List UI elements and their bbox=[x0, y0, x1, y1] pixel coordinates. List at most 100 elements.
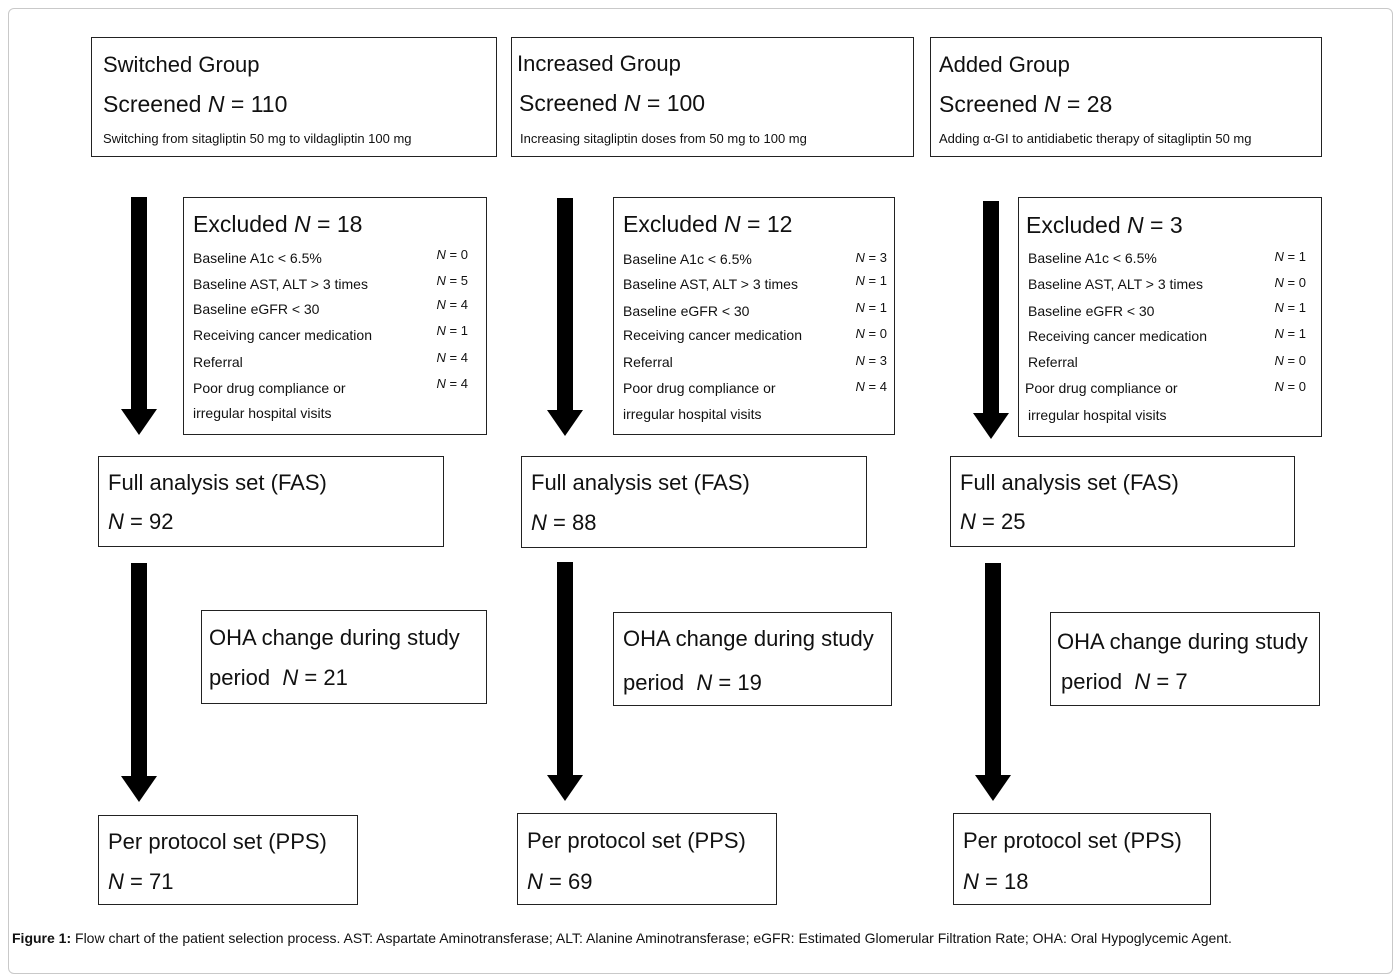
n-symbol: N bbox=[855, 250, 865, 265]
added-oha-box: OHA change during study period N = 7 bbox=[1050, 612, 1320, 706]
n-symbol: N bbox=[207, 91, 225, 117]
switched-fas-count: N = 92 bbox=[108, 509, 173, 535]
oha-value: 21 bbox=[323, 665, 348, 690]
screened-value: 100 bbox=[666, 90, 706, 116]
reason-count: N = 0 bbox=[1246, 379, 1306, 394]
reason-visits: irregular hospital visits bbox=[1028, 407, 1167, 423]
equals-sign: = bbox=[445, 297, 461, 312]
n-symbol: N bbox=[963, 869, 979, 894]
n-symbol: N bbox=[855, 353, 865, 368]
count-value: 0 bbox=[1298, 275, 1306, 290]
fas-label: Full analysis set (FAS) bbox=[531, 470, 750, 495]
increased-group-title: Increased Group bbox=[517, 51, 681, 76]
reason-egfr: Baseline eGFR < 30 bbox=[623, 303, 750, 319]
equals-sign: = bbox=[542, 869, 568, 894]
figure-caption: Figure 1: Flow chart of the patient sele… bbox=[12, 929, 1387, 948]
added-group-title: Added Group bbox=[939, 52, 1070, 77]
reason-visits: irregular hospital visits bbox=[193, 405, 332, 421]
n-symbol: N bbox=[294, 211, 311, 237]
reason-count: N = 1 bbox=[827, 273, 887, 288]
pps-value: 18 bbox=[1003, 869, 1029, 894]
reason-count: N = 1 bbox=[827, 300, 887, 315]
period-label: period bbox=[209, 665, 271, 690]
n-symbol: N bbox=[108, 509, 124, 534]
n-symbol: N bbox=[436, 297, 446, 312]
n-symbol: N bbox=[724, 211, 741, 237]
caption-label: Figure 1: bbox=[12, 930, 72, 946]
n-symbol: N bbox=[696, 670, 713, 695]
excluded-label: Excluded bbox=[623, 211, 718, 237]
added-excluded-count: Excluded N = 3 bbox=[1026, 212, 1183, 239]
switched-screened-box: Switched Group Screened N = 110 Switchin… bbox=[91, 37, 497, 157]
added-fas-box: Full analysis set (FAS) N = 25 bbox=[950, 456, 1295, 547]
oha-value: 7 bbox=[1175, 669, 1188, 694]
reason-ast-alt: Baseline AST, ALT > 3 times bbox=[623, 276, 798, 292]
reason-count: N = 1 bbox=[408, 323, 468, 338]
reason-compliance: Poor drug compliance or bbox=[193, 380, 346, 396]
reason-count: N = 5 bbox=[408, 273, 468, 288]
figure-frame bbox=[8, 8, 1393, 974]
increased-pps-box: Per protocol set (PPS) N = 69 bbox=[517, 813, 777, 905]
reason-cancer: Receiving cancer medication bbox=[1028, 328, 1207, 344]
switched-excluded-count: Excluded N = 18 bbox=[193, 211, 362, 238]
reason-referral: Referral bbox=[193, 354, 243, 370]
added-oha-count: period N = 7 bbox=[1061, 669, 1188, 695]
reason-count: N = 1 bbox=[1246, 249, 1306, 264]
caption-text: Flow chart of the patient selection proc… bbox=[71, 930, 1232, 946]
increased-fas-count: N = 88 bbox=[531, 510, 596, 536]
count-value: 5 bbox=[460, 273, 468, 288]
added-arrow-2-shaft bbox=[985, 563, 1001, 776]
equals-sign: = bbox=[740, 211, 767, 237]
oha-value: 19 bbox=[737, 670, 762, 695]
n-symbol: N bbox=[1274, 353, 1284, 368]
increased-description: Increasing sitagliptin doses from 50 mg … bbox=[520, 131, 807, 146]
excluded-value: 18 bbox=[336, 211, 363, 237]
n-symbol: N bbox=[1274, 326, 1284, 341]
switched-arrow-2-shaft bbox=[131, 563, 147, 778]
screened-label: Screened bbox=[103, 91, 202, 117]
equals-sign: = bbox=[445, 376, 461, 391]
reason-count: N = 3 bbox=[827, 353, 887, 368]
n-symbol: N bbox=[1043, 91, 1061, 117]
n-symbol: N bbox=[1274, 379, 1284, 394]
excluded-value: 3 bbox=[1169, 212, 1183, 238]
screened-value: 28 bbox=[1086, 91, 1113, 117]
switched-group-title: Switched Group bbox=[103, 52, 260, 77]
fas-value: 88 bbox=[571, 510, 597, 535]
equals-sign: = bbox=[1143, 212, 1170, 238]
equals-sign: = bbox=[445, 323, 461, 338]
equals-sign: = bbox=[1150, 669, 1176, 694]
n-symbol: N bbox=[527, 869, 543, 894]
increased-arrow-2-head bbox=[547, 775, 583, 801]
count-value: 1 bbox=[1298, 300, 1306, 315]
count-value: 1 bbox=[1298, 249, 1306, 264]
oha-label: OHA change during study bbox=[623, 626, 874, 651]
equals-sign: = bbox=[123, 869, 149, 894]
reason-a1c: Baseline A1c < 6.5% bbox=[623, 251, 752, 267]
reason-ast-alt: Baseline AST, ALT > 3 times bbox=[193, 276, 368, 292]
equals-sign: = bbox=[1283, 379, 1299, 394]
screened-value: 110 bbox=[250, 91, 288, 117]
switched-oha-count: period N = 21 bbox=[209, 665, 348, 691]
period-label: period bbox=[1061, 669, 1123, 694]
reason-count: N = 1 bbox=[1246, 300, 1306, 315]
pps-value: 69 bbox=[567, 869, 593, 894]
increased-arrow-2-shaft bbox=[557, 562, 573, 777]
increased-excluded-box: Excluded N = 12 Baseline A1c < 6.5% Base… bbox=[613, 197, 895, 435]
equals-sign: = bbox=[1283, 326, 1299, 341]
count-value: 4 bbox=[879, 379, 887, 394]
equals-sign: = bbox=[546, 510, 572, 535]
reason-count: N = 3 bbox=[827, 250, 887, 265]
n-symbol: N bbox=[960, 509, 976, 534]
n-symbol: N bbox=[1127, 212, 1144, 238]
reason-count: N = 4 bbox=[408, 297, 468, 312]
added-pps-box: Per protocol set (PPS) N = 18 bbox=[953, 813, 1211, 905]
count-value: 0 bbox=[1298, 353, 1306, 368]
oha-label: OHA change during study bbox=[209, 625, 460, 650]
pps-label: Per protocol set (PPS) bbox=[527, 828, 746, 853]
switched-screened-count: Screened N = 110 bbox=[103, 91, 287, 118]
n-symbol: N bbox=[1274, 275, 1284, 290]
excluded-value: 12 bbox=[766, 211, 793, 237]
reason-count: N = 1 bbox=[1246, 326, 1306, 341]
equals-sign: = bbox=[864, 250, 880, 265]
